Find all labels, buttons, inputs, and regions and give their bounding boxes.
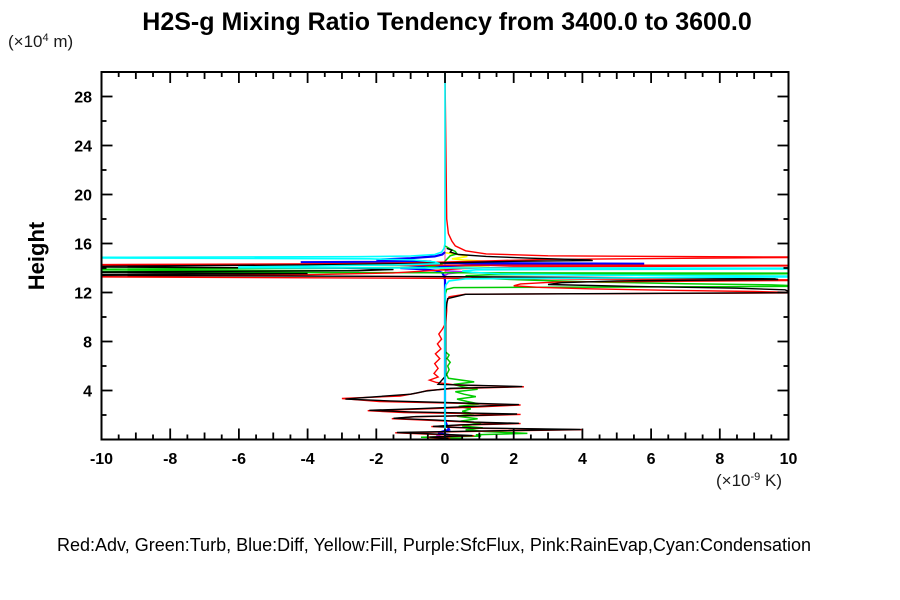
x-tick-label: -4 (300, 451, 314, 468)
x-axis-unit-label: (×10-9 K) (716, 471, 782, 490)
series-lines (101, 72, 789, 440)
y-tick-label: 12 (74, 286, 92, 303)
x-tick-label: 2 (509, 451, 518, 468)
series-color-legend: Red:Adv, Green:Turb, Blue:Diff, Yellow:F… (57, 535, 811, 555)
y-tick-label: 24 (74, 139, 92, 156)
x-tick-label: 0 (441, 451, 450, 468)
series-Condensation-line (101, 72, 789, 440)
y-tick-label: 4 (83, 384, 92, 401)
x-tick-label: 4 (578, 451, 587, 468)
y-axis-title: Height (24, 221, 49, 290)
y-tick-label: 28 (74, 90, 92, 107)
x-tick-label: -6 (232, 451, 246, 468)
axis-ticks (100, 72, 790, 440)
x-tick-label: 10 (780, 451, 798, 468)
y-tick-label: 20 (74, 188, 92, 205)
series-black-unlabeled-line (101, 247, 789, 440)
y-tick-label: 16 (74, 237, 92, 254)
series-Diff-line (300, 251, 645, 440)
x-tick-label: -8 (163, 451, 177, 468)
x-tick-label: 8 (715, 451, 724, 468)
plot-box (100, 71, 790, 441)
x-tick-label: -2 (369, 451, 383, 468)
y-tick-label: 8 (83, 335, 92, 352)
y-axis-unit-label: (×104 m) (8, 32, 73, 51)
chart-title: H2S-g Mixing Ratio Tendency from 3400.0 … (142, 8, 751, 36)
x-tick-label: -10 (90, 451, 113, 468)
x-tick-label: 6 (647, 451, 656, 468)
